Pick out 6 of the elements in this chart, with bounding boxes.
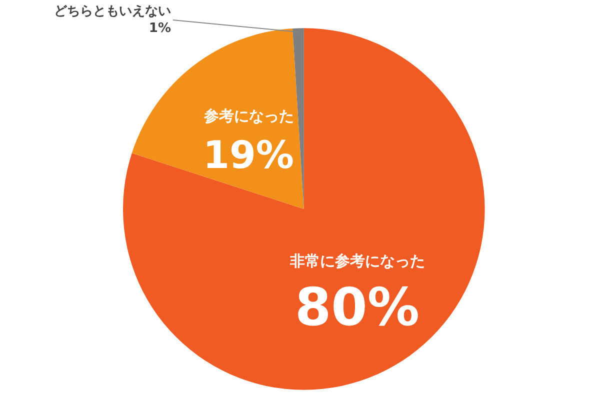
data-label: 19% <box>203 133 294 177</box>
slice-label: 参考になった <box>203 107 294 125</box>
data-label: 1% <box>148 20 171 36</box>
data-label: 80% <box>295 278 420 338</box>
slice-label: どちらともいえない <box>54 4 171 19</box>
slice-label: 非常に参考になった <box>289 252 425 270</box>
